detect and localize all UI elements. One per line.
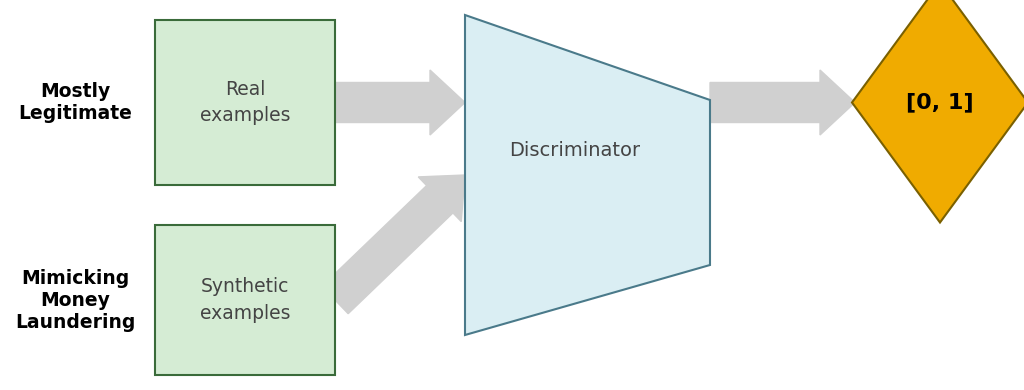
Polygon shape	[335, 70, 465, 135]
Polygon shape	[465, 15, 710, 335]
Text: Mostly
Legitimate: Mostly Legitimate	[18, 82, 132, 123]
Polygon shape	[322, 175, 465, 314]
Text: Real
examples: Real examples	[200, 80, 290, 125]
Text: Discriminator: Discriminator	[509, 140, 641, 160]
Polygon shape	[710, 70, 855, 135]
Text: Synthetic
examples: Synthetic examples	[200, 277, 290, 323]
Polygon shape	[852, 0, 1024, 223]
Text: [0, 1]: [0, 1]	[906, 92, 974, 112]
FancyBboxPatch shape	[155, 225, 335, 375]
FancyBboxPatch shape	[155, 20, 335, 185]
Text: Mimicking
Money
Laundering: Mimicking Money Laundering	[14, 268, 135, 332]
